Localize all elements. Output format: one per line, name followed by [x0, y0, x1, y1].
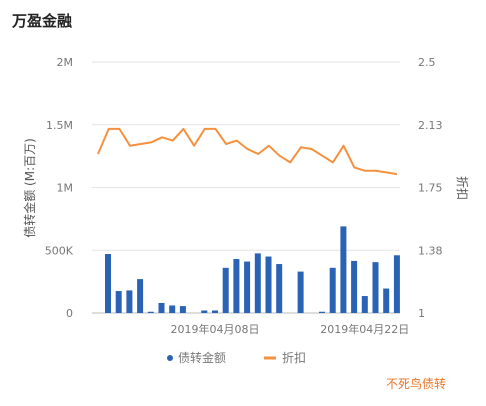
bar — [340, 226, 347, 313]
bar — [276, 264, 283, 313]
bar — [265, 256, 272, 313]
left-tick-label: 1M — [57, 182, 74, 195]
discount-line — [97, 127, 398, 176]
bar — [244, 261, 251, 313]
right-tick-label: 1.75 — [418, 182, 443, 195]
right-tick-label: 1.38 — [418, 244, 443, 257]
legend-label-line: 折扣 — [282, 350, 306, 365]
x-tick-label: 2019年04月22日 — [320, 322, 409, 336]
bar — [351, 260, 358, 313]
chart-title: 万盈金融 — [12, 12, 73, 30]
right-tick-label: 2.5 — [418, 56, 436, 69]
right-tick-label: 2.13 — [418, 119, 443, 132]
bar — [115, 291, 122, 313]
bar — [319, 311, 325, 313]
bar — [233, 259, 240, 313]
bar — [361, 296, 368, 313]
right-axis-label: 折扣 — [455, 176, 470, 200]
chart-legend: 债转金额 折扣 — [167, 350, 306, 365]
bar — [158, 302, 165, 313]
right-axis-ticks: 1 1.38 1.75 2.13 2.5 — [418, 56, 443, 320]
bar — [147, 311, 154, 313]
bar — [254, 253, 261, 313]
left-tick-label: 0 — [66, 307, 73, 320]
bar — [201, 310, 208, 313]
legend-label-bar: 债转金额 — [178, 350, 226, 365]
x-tick-label: 2019年04月08日 — [171, 322, 260, 336]
bar — [297, 271, 304, 313]
right-tick-label: 1 — [418, 307, 425, 320]
bar — [383, 288, 390, 313]
bar — [126, 290, 133, 313]
bar — [329, 267, 336, 313]
watermark-text: 不死鸟债转 — [385, 377, 446, 391]
bar — [179, 306, 186, 313]
left-tick-label: 1.5M — [46, 119, 73, 132]
bar — [222, 267, 229, 313]
bar — [169, 305, 176, 313]
left-tick-label: 2M — [57, 56, 74, 69]
bar — [137, 279, 144, 313]
bar — [372, 262, 379, 313]
left-axis-ticks: 0 500K 1M 1.5M 2M — [45, 56, 74, 320]
bar — [393, 255, 400, 313]
legend-marker-bar — [167, 355, 173, 361]
bar-series — [105, 226, 400, 313]
bar — [105, 254, 111, 313]
left-tick-label: 500K — [45, 244, 74, 257]
x-axis-labels: 2019年04月08日 2019年04月22日 — [171, 322, 410, 336]
bar — [212, 310, 218, 313]
left-axis-label: 债转金额 (M:百万) — [22, 138, 37, 238]
line-series — [97, 127, 398, 176]
